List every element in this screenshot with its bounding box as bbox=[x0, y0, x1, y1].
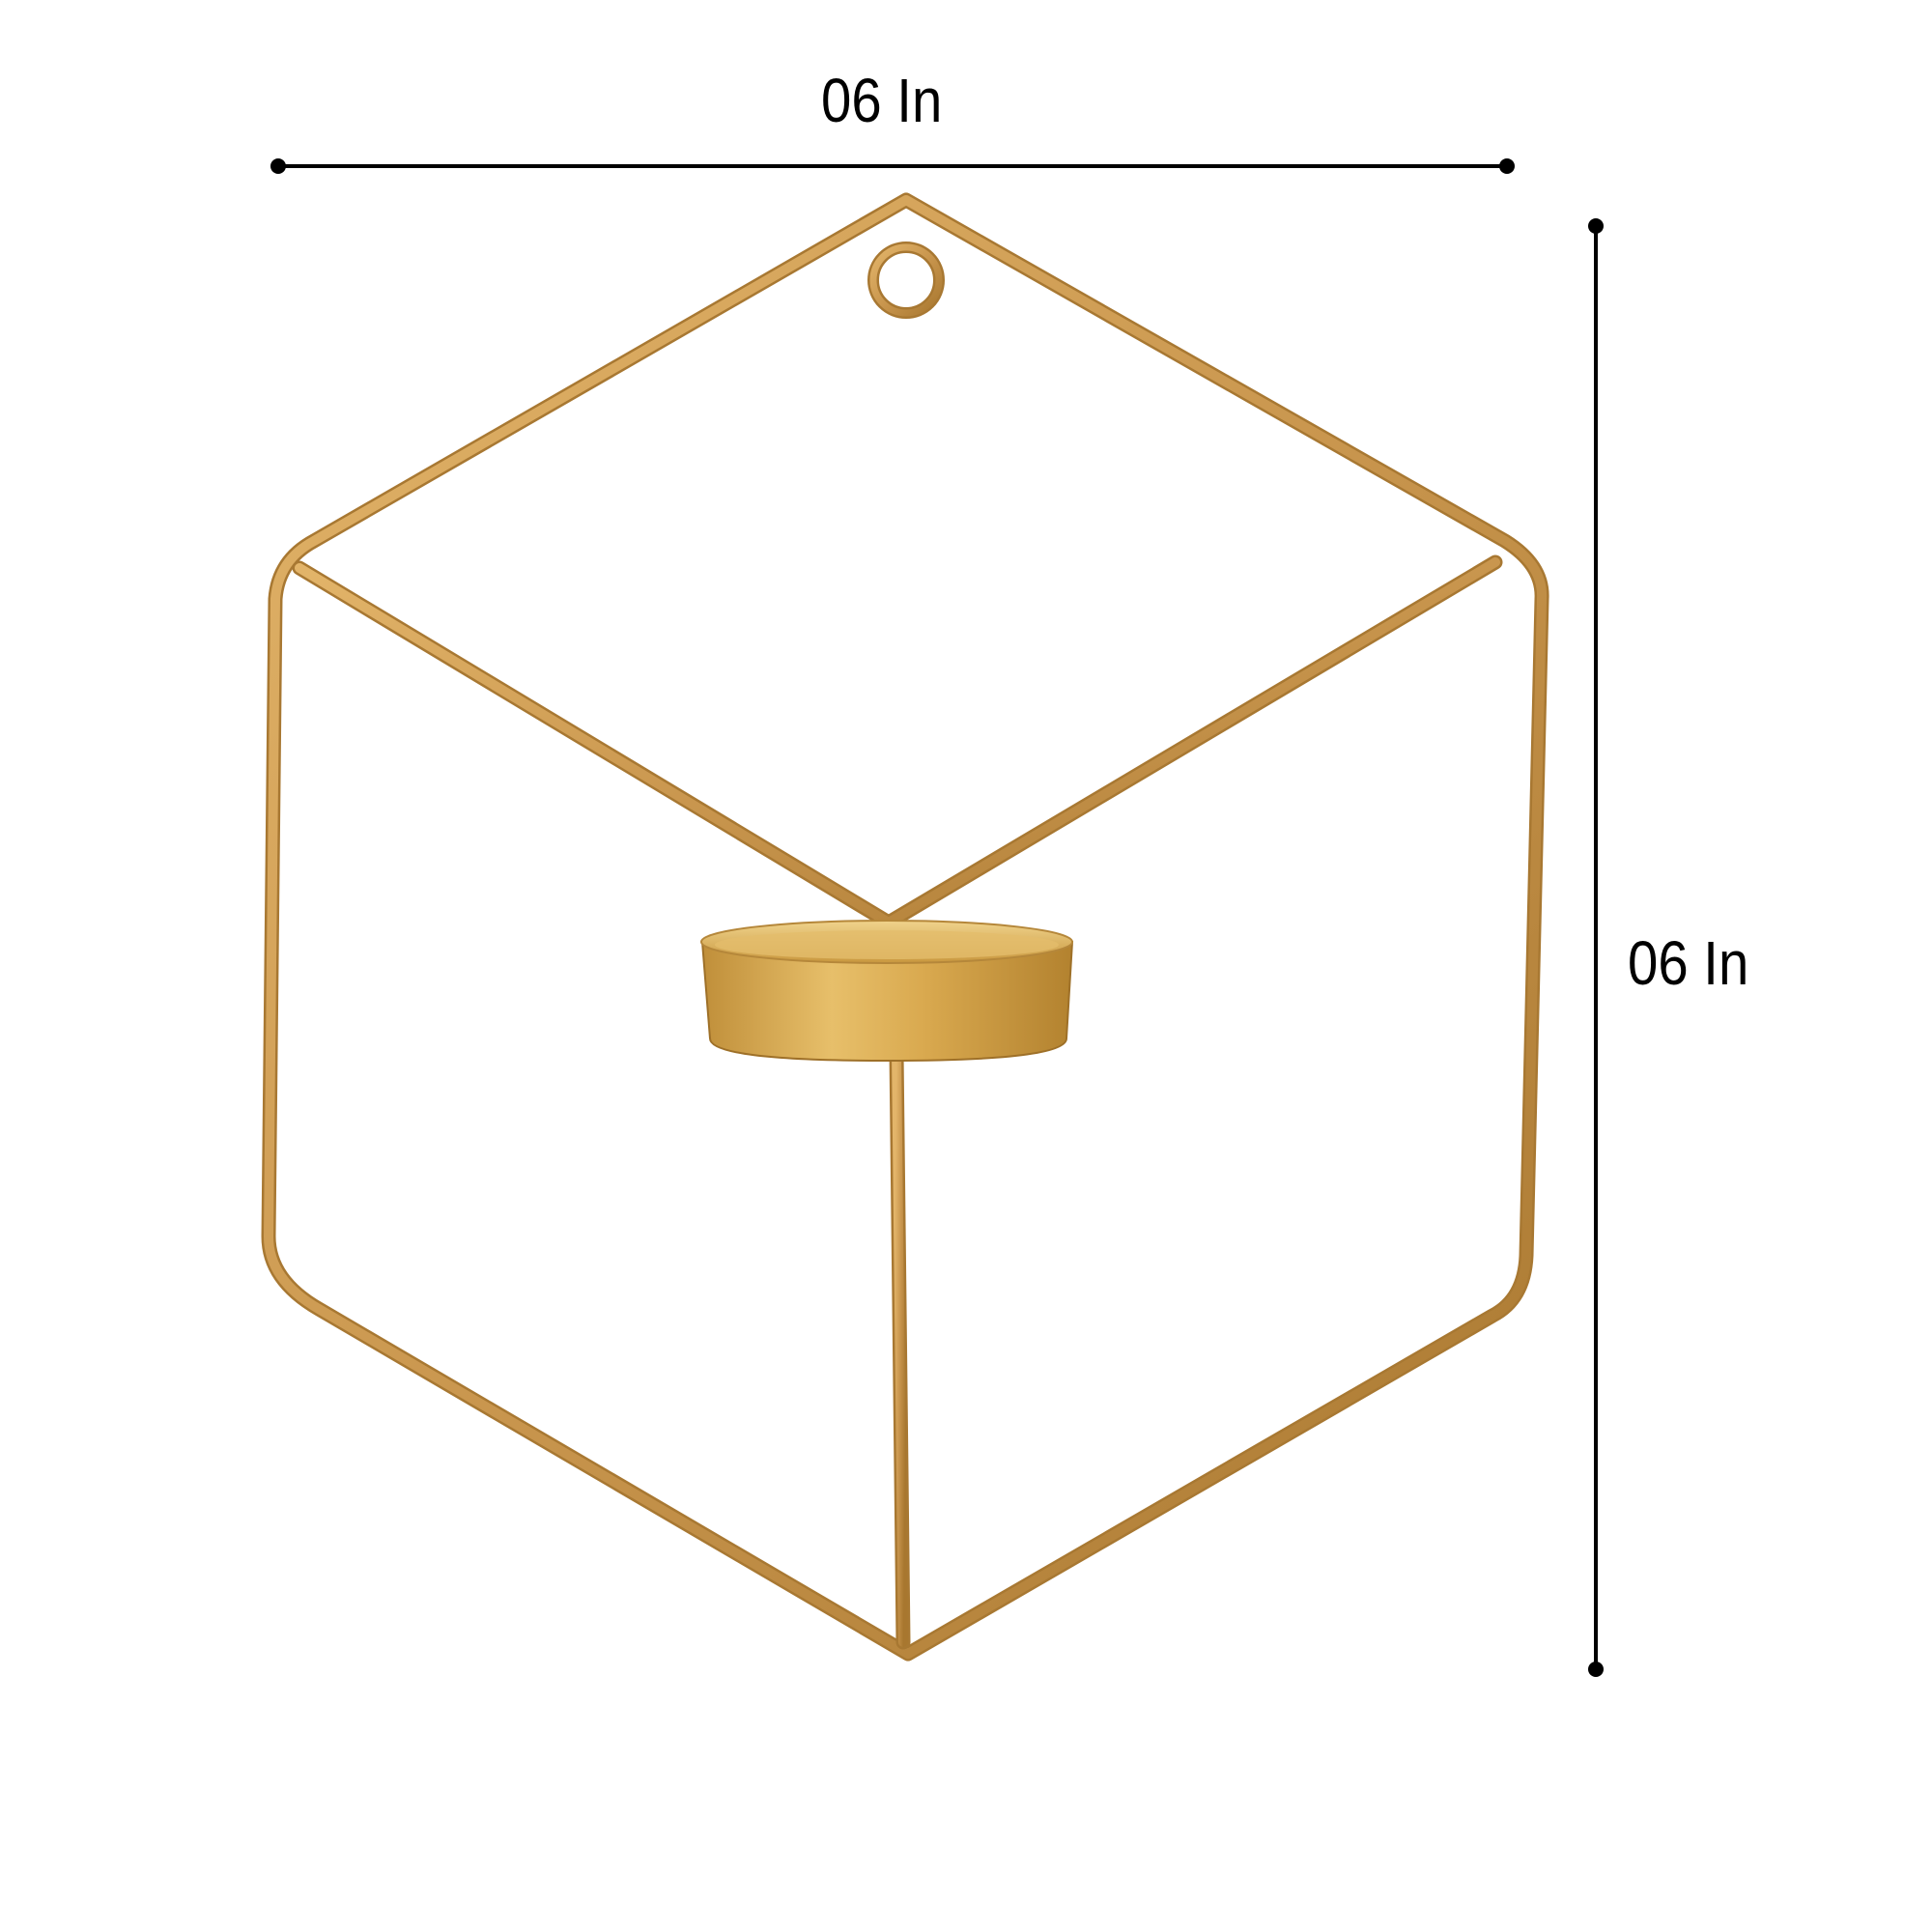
height-dimension-label: 06 In bbox=[1628, 928, 1749, 998]
inner-v-lines bbox=[292, 554, 1503, 930]
height-dimension-endpoint-top bbox=[1588, 218, 1604, 234]
height-dimension-endpoint-bottom bbox=[1588, 1662, 1604, 1677]
width-dimension-label: 06 In bbox=[821, 66, 943, 135]
tealight-cup bbox=[700, 920, 1074, 1063]
hanging-ring bbox=[867, 242, 945, 319]
width-dimension-endpoint-right bbox=[1499, 158, 1515, 174]
width-dimension-line bbox=[270, 158, 1515, 174]
height-dimension-line bbox=[1588, 218, 1604, 1677]
width-dimension-endpoint-left bbox=[270, 158, 286, 174]
